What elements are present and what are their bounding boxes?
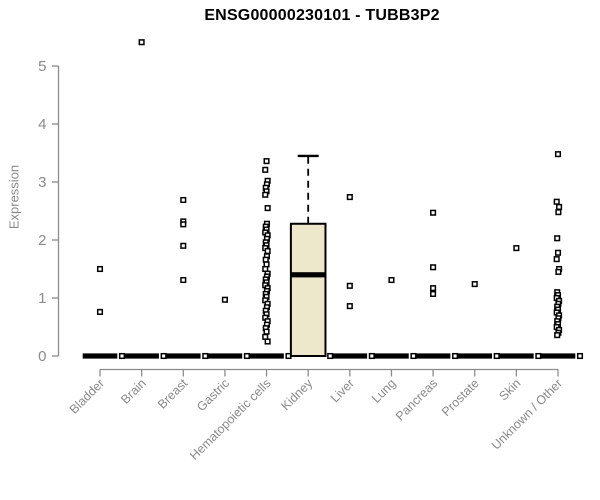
outlier-point[interactable] [346,194,353,201]
y-tick-label: 1 [38,290,46,307]
outlier-point[interactable] [180,221,187,228]
x-tick-label: Bladder [67,376,107,416]
zero-median-bar [124,353,159,359]
zero-median-bar [249,353,284,359]
outlier-point[interactable] [263,158,270,165]
x-tick-label: Unknown / Other [489,376,565,452]
outlier-point[interactable] [346,282,353,289]
outlier-point[interactable] [452,352,459,360]
outlier-point[interactable] [493,352,500,360]
zero-median-bar [374,353,409,359]
outlier-point[interactable] [202,352,209,360]
y-tick-label: 2 [38,232,46,249]
outlier-point[interactable] [553,256,560,263]
outlier-point[interactable] [264,205,271,212]
outlier-point[interactable] [554,249,562,256]
outlier-point[interactable] [243,352,250,360]
x-tick-label: Brain [118,376,149,407]
y-tick-label: 5 [38,58,46,75]
outlier-point[interactable] [388,276,395,284]
chart-title: ENSG00000230101 - TUBB3P2 [204,7,440,24]
outlier-point[interactable] [160,352,167,360]
zero-median-bar [415,353,451,359]
box [289,222,327,357]
median-line [290,272,326,278]
zero-median-bar [207,353,243,359]
outlier-point[interactable] [554,151,562,158]
zero-median-bar [540,353,576,359]
outlier-point[interactable] [138,39,145,46]
outlier-point[interactable] [410,352,417,360]
x-tick-label: Breast [155,376,191,412]
x-tick-label: Liver [328,376,357,405]
y-tick-label: 4 [38,116,46,133]
outlier-point[interactable] [430,290,437,297]
outlier-point[interactable] [535,352,542,360]
outlier-point[interactable] [264,247,271,255]
outlier-point[interactable] [180,196,187,204]
outlier-point[interactable] [96,308,104,315]
outlier-point[interactable] [263,328,270,335]
outlier-point[interactable] [180,276,187,284]
y-tick-label: 3 [38,174,46,191]
outlier-point[interactable] [471,281,478,288]
x-tick-label: Prostate [439,376,482,419]
outlier-point[interactable] [554,332,561,339]
outlier-point[interactable] [262,166,269,173]
zero-median-bar [82,353,118,359]
outlier-point[interactable] [430,285,437,292]
outlier-point[interactable] [264,338,271,345]
x-tick-label: Kidney [278,376,315,413]
outlier-point[interactable] [262,191,269,198]
outlier-point[interactable] [513,245,520,252]
x-tick-label: Gastric [194,376,232,414]
outlier-point[interactable] [118,352,126,360]
x-tick-label: Pancreas [393,376,440,423]
outlier-point[interactable] [553,198,560,205]
outlier-point[interactable] [430,264,437,271]
outlier-point[interactable] [555,268,562,275]
outlier-point[interactable] [576,352,584,360]
outlier-point[interactable] [96,265,104,273]
zero-median-bar [499,353,534,359]
zero-median-bar [165,353,201,359]
outlier-point[interactable] [346,303,353,310]
outlier-point[interactable] [554,235,561,242]
outlier-point[interactable] [221,296,228,303]
x-tick-label: Lung [369,376,399,406]
zero-median-bar [457,353,493,359]
x-tick-label: Hematopoietic cells [187,376,274,463]
outlier-point[interactable] [327,352,334,360]
outlier-point[interactable] [555,209,562,216]
y-tick-label: 0 [38,348,46,365]
outlier-point[interactable] [556,203,563,210]
x-tick-label: Skin [496,376,523,403]
outlier-point[interactable] [180,242,187,249]
outlier-point[interactable] [368,352,375,360]
outlier-point[interactable] [430,209,437,216]
zero-median-bar [332,353,368,359]
